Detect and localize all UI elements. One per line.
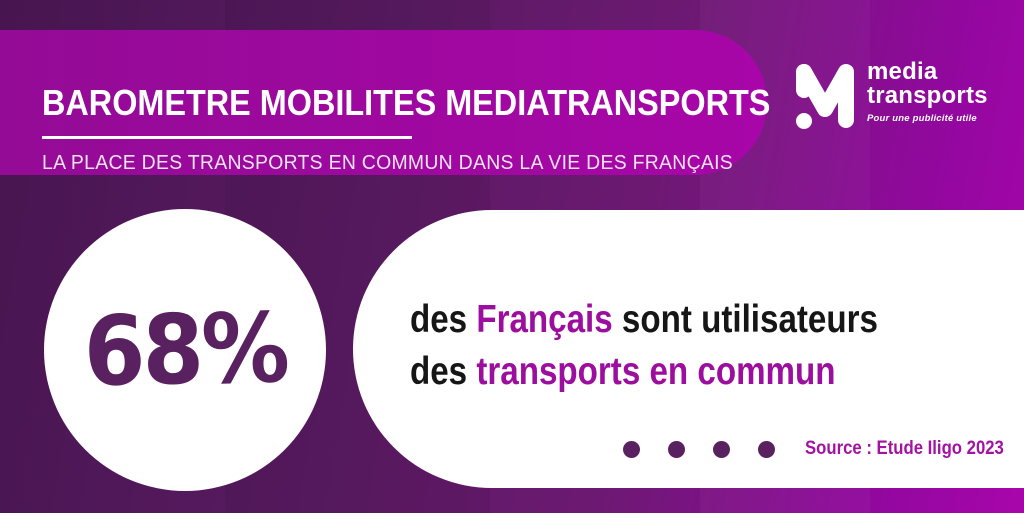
header-banner: BAROMETRE MOBILITES MEDIATRANSPORTS LA P…	[0, 30, 771, 175]
statement-text: des Français sont utilisateurs des trans…	[410, 294, 878, 398]
bullet-dot	[758, 440, 775, 458]
title-divider	[42, 136, 412, 139]
message-card: des Français sont utilisateurs des trans…	[353, 210, 1024, 488]
logo-name-line2: transports	[867, 82, 988, 109]
page-title: BAROMETRE MOBILITES MEDIATRANSPORTS	[42, 82, 771, 123]
bullet-dot	[623, 440, 640, 458]
statement-plain: des	[410, 350, 477, 393]
bullet-dot	[668, 440, 685, 458]
source-label: Source : Etude Iligo 2023	[805, 438, 1004, 459]
statement-line-2: des transports en commun	[410, 346, 878, 398]
logo-name-line1: media	[867, 58, 938, 85]
stat-circle: 68%	[44, 209, 326, 491]
bullet-dot	[713, 440, 730, 458]
logo-tagline: Pour une publicité utile	[867, 113, 977, 124]
page-subtitle: LA PLACE DES TRANSPORTS EN COMMUN DANS L…	[42, 152, 734, 174]
statement-plain: des	[410, 298, 477, 341]
media-transports-logo: media transports Pour une publicité util…	[793, 60, 988, 135]
statement-plain: sont utilisateurs	[612, 298, 878, 341]
statement-highlight: transports en commun	[476, 350, 836, 393]
stat-value: 68%	[82, 292, 288, 408]
card-footer: Source : Etude Iligo 2023	[623, 438, 1024, 460]
m-monogram-icon	[793, 60, 857, 135]
statement-line-1: des Français sont utilisateurs	[410, 294, 878, 346]
statement-highlight: Français	[476, 298, 613, 341]
